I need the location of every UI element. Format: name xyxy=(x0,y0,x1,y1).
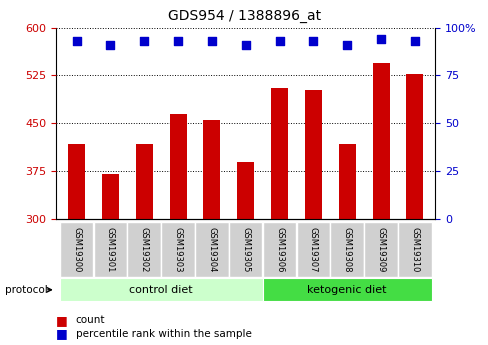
FancyBboxPatch shape xyxy=(262,278,431,301)
Text: GSM19301: GSM19301 xyxy=(106,227,115,272)
Bar xyxy=(270,88,287,219)
Text: ■: ■ xyxy=(56,314,68,327)
Point xyxy=(106,42,114,48)
Point xyxy=(241,42,249,48)
Text: ■: ■ xyxy=(56,327,68,341)
Text: GSM19310: GSM19310 xyxy=(409,227,419,272)
Text: GSM19305: GSM19305 xyxy=(241,227,250,272)
Point xyxy=(410,38,418,44)
FancyBboxPatch shape xyxy=(60,222,93,277)
Text: percentile rank within the sample: percentile rank within the sample xyxy=(76,329,251,339)
FancyBboxPatch shape xyxy=(397,222,431,277)
Point xyxy=(309,38,317,44)
Point xyxy=(73,38,81,44)
FancyBboxPatch shape xyxy=(262,222,296,277)
Bar xyxy=(136,144,152,219)
FancyBboxPatch shape xyxy=(296,222,329,277)
Point xyxy=(174,38,182,44)
Text: GSM19304: GSM19304 xyxy=(207,227,216,272)
FancyBboxPatch shape xyxy=(330,222,363,277)
FancyBboxPatch shape xyxy=(93,222,127,277)
Bar xyxy=(338,144,355,219)
Point xyxy=(207,38,215,44)
Text: GSM19302: GSM19302 xyxy=(140,227,148,272)
Point xyxy=(343,42,350,48)
Bar xyxy=(305,89,321,219)
Text: GSM19309: GSM19309 xyxy=(376,227,385,272)
Text: GSM19308: GSM19308 xyxy=(342,227,351,272)
Bar xyxy=(68,144,85,219)
Text: GSM19303: GSM19303 xyxy=(173,227,182,272)
Bar xyxy=(169,114,186,219)
FancyBboxPatch shape xyxy=(228,222,262,277)
Text: GSM19306: GSM19306 xyxy=(274,227,284,272)
FancyBboxPatch shape xyxy=(364,222,397,277)
Text: GSM19300: GSM19300 xyxy=(72,227,81,272)
Text: count: count xyxy=(76,315,105,325)
Text: GDS954 / 1388896_at: GDS954 / 1388896_at xyxy=(167,9,321,23)
Bar xyxy=(406,73,423,219)
Text: protocol: protocol xyxy=(5,286,47,295)
Bar xyxy=(102,174,119,219)
Point xyxy=(275,38,283,44)
Bar xyxy=(372,63,389,219)
Text: GSM19307: GSM19307 xyxy=(308,227,317,272)
FancyBboxPatch shape xyxy=(127,222,161,277)
Bar xyxy=(237,161,254,219)
FancyBboxPatch shape xyxy=(60,278,262,301)
Bar xyxy=(203,120,220,219)
FancyBboxPatch shape xyxy=(161,222,194,277)
Text: ketogenic diet: ketogenic diet xyxy=(307,285,386,295)
Text: control diet: control diet xyxy=(129,285,193,295)
FancyBboxPatch shape xyxy=(195,222,228,277)
Point xyxy=(140,38,148,44)
Point xyxy=(376,36,384,42)
